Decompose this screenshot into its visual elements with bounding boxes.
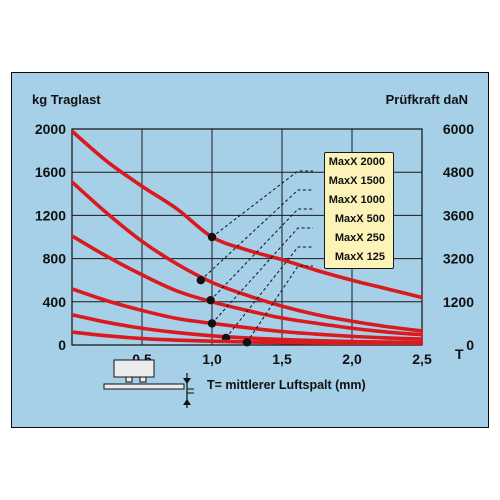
gap-arrow-down-icon bbox=[183, 378, 191, 384]
x-tick-label: 2,5 bbox=[412, 351, 432, 367]
leader-line bbox=[200, 189, 313, 281]
legend-item: MaxX 2000 bbox=[328, 156, 385, 168]
marker-point bbox=[196, 276, 205, 285]
legend-item: MaxX 500 bbox=[334, 213, 385, 225]
legend-item: MaxX 250 bbox=[334, 232, 385, 244]
marker-point bbox=[207, 232, 217, 242]
legend-item: MaxX 125 bbox=[334, 251, 385, 263]
steel-plate-icon bbox=[103, 383, 185, 390]
magnet-block-icon bbox=[113, 359, 155, 378]
magnet-foot-icon bbox=[139, 376, 147, 383]
line-chart: 2000 1600 1200 800 400 0 6000 4800 3600 3200 1200 0… bbox=[35, 121, 474, 408]
leader-line bbox=[246, 265, 313, 343]
x-axis-unit: T bbox=[455, 346, 464, 362]
series-line bbox=[72, 287, 423, 341]
y2-tick-label: 0 bbox=[466, 337, 474, 353]
leader-line bbox=[225, 246, 313, 339]
y2-tick-label: 6000 bbox=[443, 121, 474, 137]
y-tick-label: 800 bbox=[43, 251, 67, 267]
legend: MaxX 2000 MaxX 1500 MaxX 1000 MaxX 500 M… bbox=[324, 152, 394, 269]
series-line bbox=[72, 180, 423, 333]
legend-item: MaxX 1500 bbox=[328, 175, 385, 187]
y-tick-label: 2000 bbox=[35, 121, 66, 137]
magnet-foot-icon bbox=[125, 376, 133, 383]
y-tick-label: 1200 bbox=[35, 207, 66, 223]
y-axis-label: kg Traglast bbox=[32, 92, 101, 107]
y-tick-label: 0 bbox=[58, 337, 66, 353]
y2-tick-label: 4800 bbox=[443, 164, 474, 180]
legend-item: MaxX 1000 bbox=[328, 194, 385, 206]
y-tick-label: 400 bbox=[43, 294, 67, 310]
y2-tick-label: 1200 bbox=[443, 294, 474, 310]
x-axis-caption: T= mittlerer Luftspalt (mm) bbox=[207, 378, 366, 392]
series-line bbox=[72, 129, 423, 300]
leader-line bbox=[211, 227, 313, 324]
x-tick-label: 1,0 bbox=[202, 351, 222, 367]
x-tick-label: 2,0 bbox=[342, 351, 362, 367]
y2-axis-label: Prüfkraft daN bbox=[385, 92, 468, 107]
marker-point bbox=[242, 338, 252, 347]
series-line bbox=[72, 234, 423, 337]
marker-point bbox=[207, 319, 217, 328]
y2-tick-label: 3200 bbox=[443, 251, 474, 267]
gap-arrow-up-icon bbox=[183, 399, 191, 405]
leader-line bbox=[211, 170, 313, 238]
y2-tick-label: 3600 bbox=[443, 207, 474, 223]
y-tick-label: 1600 bbox=[35, 164, 66, 180]
x-tick-label: 1,5 bbox=[272, 351, 292, 367]
marker-point bbox=[206, 295, 215, 305]
chart-panel: 2000 1600 1200 800 400 0 6000 4800 3600 3200 1200 0… bbox=[11, 72, 489, 428]
